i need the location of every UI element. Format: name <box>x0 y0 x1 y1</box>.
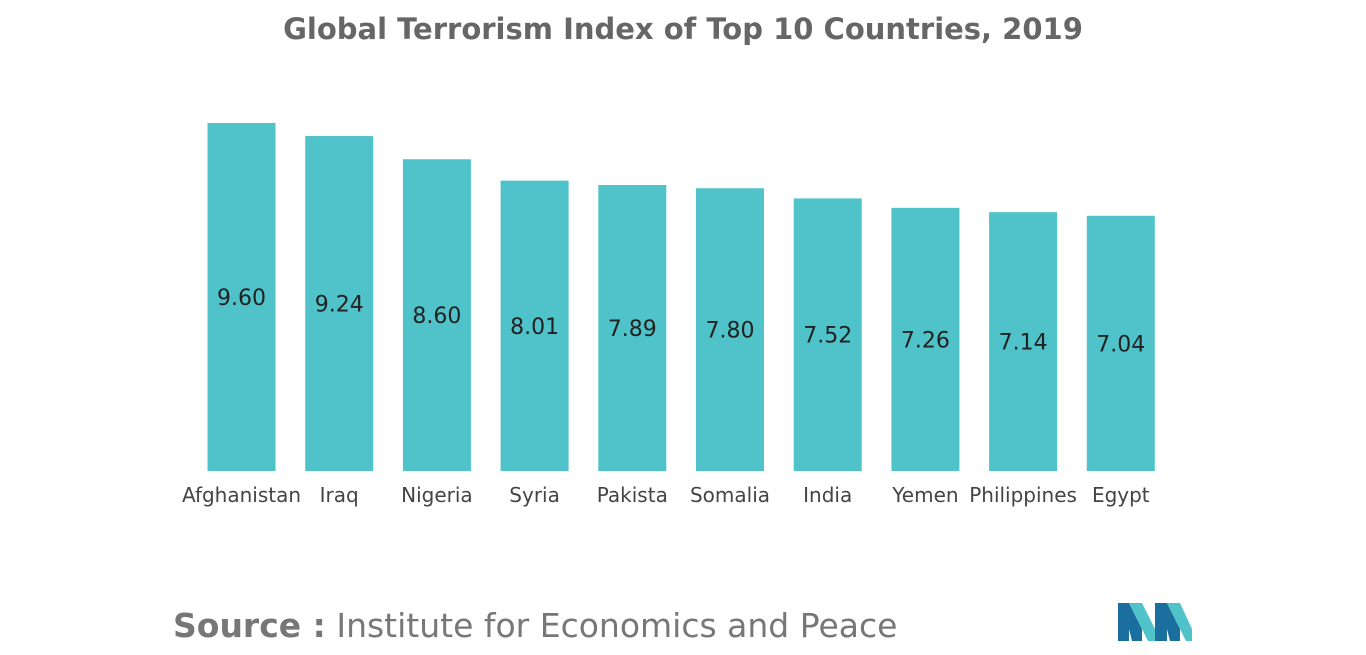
x-tick-label: Philippines <box>969 483 1077 507</box>
x-tick-label: Pakista <box>597 483 668 507</box>
bar-value-label: 8.01 <box>510 315 559 340</box>
x-tick-label: Somalia <box>690 483 770 507</box>
x-tick-label: India <box>803 483 852 507</box>
chart-title: Global Terrorism Index of Top 10 Countri… <box>283 12 1083 46</box>
bar-chart: 9.60 Afghanistan 9.24 Iraq 8.60 Nigeria 8.01 Sy… <box>182 123 1155 507</box>
bar-value-label: 7.52 <box>803 324 852 349</box>
source-label: Source : <box>173 606 326 645</box>
x-tick-label: Yemen <box>891 483 958 507</box>
bar-philippines <box>989 212 1058 472</box>
bar-pakista <box>598 184 667 472</box>
x-tick-label: Afghanistan <box>182 483 301 507</box>
source-note: Source : Institute for Economics and Pea… <box>173 606 897 645</box>
bar-india <box>793 198 862 471</box>
x-tick-label: Iraq <box>320 483 359 507</box>
bar-value-label: 7.26 <box>901 328 950 353</box>
bar-afghanistan <box>207 123 276 471</box>
x-tick-label: Syria <box>509 483 560 507</box>
x-tick-label: Egypt <box>1092 483 1150 507</box>
mordor-intelligence-logo-icon <box>1118 603 1192 641</box>
bar-somalia <box>696 188 764 471</box>
x-tick-label: Nigeria <box>401 483 473 507</box>
bar-value-label: 7.89 <box>608 317 657 342</box>
bar-value-label: 7.14 <box>999 331 1048 356</box>
bar-nigeria <box>402 159 471 471</box>
bar-iraq <box>305 136 374 472</box>
bar-syria <box>500 180 569 471</box>
bar-value-label: 9.60 <box>217 286 266 311</box>
bar-value-label: 9.24 <box>315 293 364 318</box>
bar-value-label: 8.60 <box>412 304 461 329</box>
bar-value-label: 7.04 <box>1096 332 1145 357</box>
bar-egypt <box>1086 215 1155 471</box>
bar-yemen <box>891 207 960 471</box>
source-text: Institute for Economics and Peace <box>336 606 898 645</box>
bar-value-label: 7.80 <box>706 319 755 344</box>
